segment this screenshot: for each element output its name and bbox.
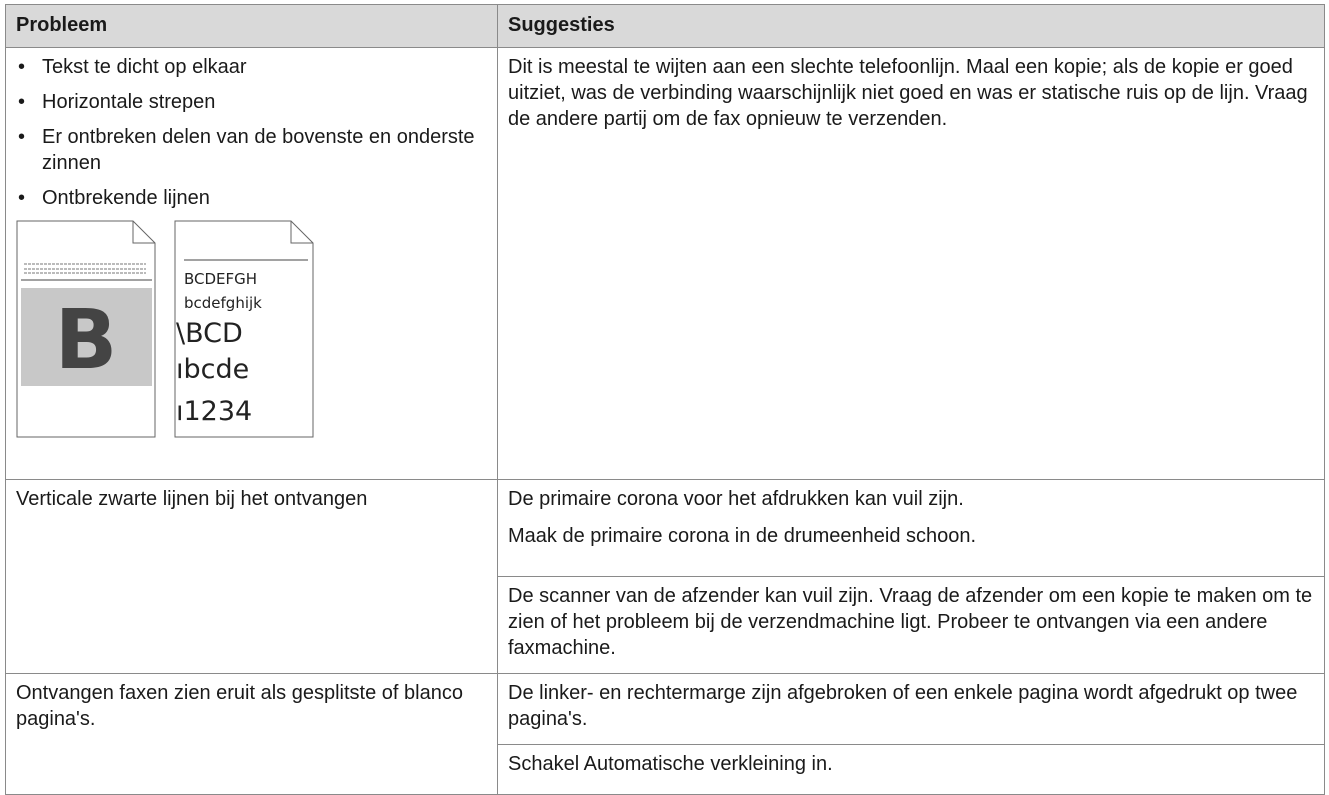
troubleshooting-table: Probleem Suggesties Tekst te dicht op el… xyxy=(5,4,1325,795)
illustration-text: ıbcde xyxy=(176,354,249,385)
paragraph: Dit is meestal te wijten aan een slechte… xyxy=(508,56,1308,130)
bullet: Tekst te dicht op elkaar xyxy=(18,54,487,80)
problem-cell: Ontvangen faxen zien eruit als gesplitst… xyxy=(5,673,498,795)
suggestion-cell: De linker- en rechtermarge zijn afgebrok… xyxy=(497,673,1325,745)
suggestion-cell: Dit is meestal te wijten aan een slechte… xyxy=(497,47,1325,480)
row: De scanner van de afzender kan vuil zijn… xyxy=(6,576,1325,674)
header-cell: Suggesties xyxy=(497,4,1325,48)
illustration-text: bcdefghijk xyxy=(184,294,262,312)
bullet: Ontbrekende lijnen xyxy=(18,185,487,211)
bullet: Er ontbreken delen van de bovenste en on… xyxy=(18,124,487,176)
suggestion-cell: De scanner van de afzender kan vuil zijn… xyxy=(497,576,1325,674)
problem-list: Tekst te dicht op elkaar Horizontale str… xyxy=(16,54,487,211)
row: Verticale zwarte lijnen bij het ontvange… xyxy=(5,479,1325,674)
paragraph: De scanner van de afzender kan vuil zijn… xyxy=(508,585,1313,659)
row: Tekst te dicht op elkaar Horizontale str… xyxy=(5,47,1325,480)
suggestion-cell: De primaire corona voor het afdrukken ka… xyxy=(497,479,1325,577)
illustration-text: ı1234 xyxy=(176,396,252,427)
illustration-text: \BCD xyxy=(176,318,243,349)
illustration-letter: B xyxy=(55,293,118,388)
gray-block xyxy=(21,288,152,386)
row: Ontvangen faxen zien eruit als gesplitst… xyxy=(5,673,1325,795)
page-icon xyxy=(174,220,314,438)
header-row: Probleem Suggesties xyxy=(5,4,1325,48)
problem-cell: Verticale zwarte lijnen bij het ontvange… xyxy=(5,479,498,674)
header-cell: Probleem xyxy=(5,4,498,48)
bullet: Horizontale strepen xyxy=(18,89,487,115)
paragraph: De linker- en rechtermarge zijn afgebrok… xyxy=(508,682,1298,730)
stripes xyxy=(24,263,146,274)
suggestion-cell: Schakel Automatische verkleining in. xyxy=(497,744,1325,795)
problem-cell: Tekst te dicht op elkaar Horizontale str… xyxy=(5,47,498,480)
illustration-text: BCDEFGH xyxy=(184,270,257,288)
illustration: B BCDEFGH bcdefghijk \BCD ıbcde ı1234 xyxy=(16,220,314,438)
paragraph: Maak de primaire corona in de drumeenhei… xyxy=(508,525,977,547)
page: {"table":{"header":["Probleem","Suggesti… xyxy=(0,0,1329,769)
paragraph: Schakel Automatische verkleining in. xyxy=(508,753,833,775)
paragraph: De primaire corona voor het afdrukken ka… xyxy=(508,488,964,510)
